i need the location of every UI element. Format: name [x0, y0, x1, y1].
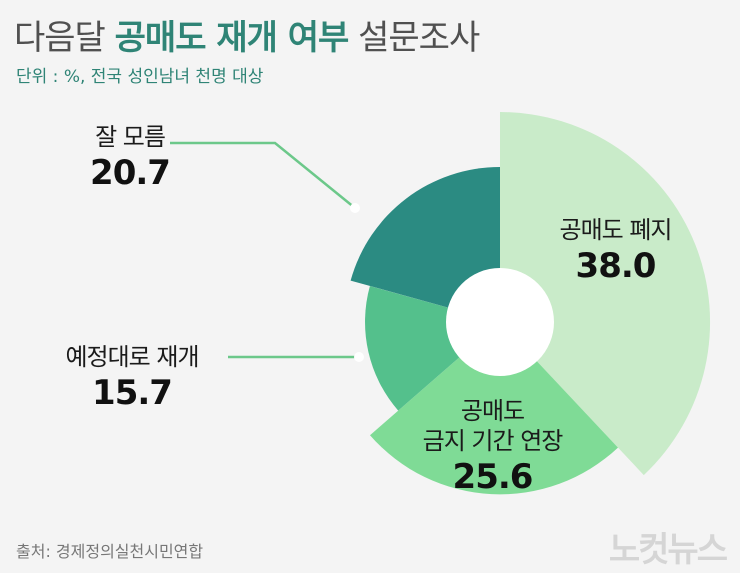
- donut-hole: [446, 268, 554, 376]
- slice-value-text: 25.6: [452, 457, 534, 497]
- slice-value-text: 20.7: [90, 153, 171, 193]
- slice-label-line-2: 금지 기간 연장: [422, 427, 564, 455]
- slice-label-line-1: 공매도: [460, 397, 525, 425]
- chart-subtitle: 단위 : %, 전국 성인남녀 천명 대상: [16, 67, 264, 87]
- slice-value-text: 38.0: [575, 246, 657, 286]
- slice-label-text: 예정대로 재개: [65, 343, 199, 371]
- slice-label-extend: 공매도 금지 기간 연장 25.6: [385, 396, 600, 499]
- leader-line-resume: [228, 352, 364, 362]
- chart-title: 다음달 공매도 재개 여부 설문조사: [14, 10, 480, 59]
- slice-label-unknown: 잘 모름 20.7: [70, 122, 190, 195]
- slice-label-abolish: 공매도 폐지 38.0: [518, 215, 713, 288]
- title-bold: 공매도 재개 여부: [114, 18, 350, 58]
- slice-extend: [370, 322, 618, 495]
- brand-logo: 노컷뉴스: [608, 530, 728, 570]
- title-suffix: 설문조사: [358, 18, 480, 58]
- slice-label-text: 공매도 폐지: [559, 216, 672, 244]
- source-note: 출처: 경제정의실천시민연합: [16, 542, 204, 561]
- leader-line-unknown: [170, 141, 360, 213]
- slice-label-resume: 예정대로 재개 15.7: [32, 342, 232, 415]
- slice-label-text: 잘 모름: [95, 123, 166, 151]
- title-prefix: 다음달: [14, 18, 106, 58]
- slice-value-text: 15.7: [92, 373, 173, 413]
- slice-abolish: [500, 111, 711, 476]
